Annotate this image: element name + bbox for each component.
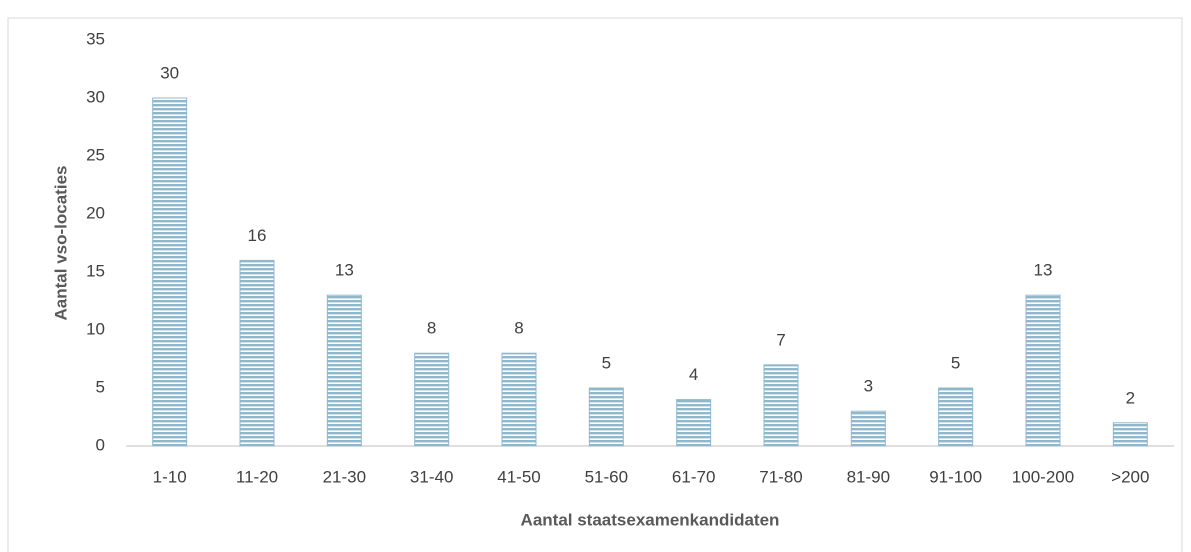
data-label: 30: [160, 63, 179, 82]
bar: [1025, 294, 1061, 447]
y-tick-label: 10: [86, 319, 105, 338]
data-label: 7: [776, 330, 785, 349]
y-tick-label: 25: [86, 145, 105, 164]
data-label: 2: [1126, 388, 1135, 407]
x-tick-label: 71-80: [759, 467, 802, 486]
x-tick-label: 100-200: [1012, 467, 1074, 486]
y-tick-label: 35: [86, 29, 105, 48]
chart-frame: [7, 17, 1183, 552]
bar: [1112, 422, 1148, 447]
data-label: 3: [864, 377, 873, 396]
x-tick-label: >200: [1111, 467, 1149, 486]
y-tick-label: 30: [86, 87, 105, 106]
bar: [938, 387, 974, 447]
y-tick-label: 15: [86, 261, 105, 280]
data-label: 13: [335, 261, 354, 280]
bar: [501, 352, 537, 447]
bar: [588, 387, 624, 447]
data-label: 5: [602, 353, 611, 372]
bar: [676, 399, 712, 447]
x-tick-label: 51-60: [585, 467, 628, 486]
bar: [326, 294, 362, 447]
y-tick-label: 5: [96, 377, 105, 396]
data-label: 8: [514, 319, 523, 338]
y-tick-label: 0: [96, 435, 105, 454]
data-label: 4: [689, 365, 698, 384]
x-tick-label: 81-90: [847, 467, 890, 486]
x-tick-label: 61-70: [672, 467, 715, 486]
x-axis-title: Aantal staatsexamenkandidaten: [521, 510, 780, 529]
bar: [239, 259, 275, 447]
bar: [763, 364, 799, 447]
data-label: 16: [248, 226, 267, 245]
bar: [850, 410, 886, 447]
data-label: 13: [1034, 261, 1053, 280]
y-axis-title: Aantal vso-locaties: [51, 166, 70, 321]
bar: [414, 352, 450, 447]
x-tick-label: 1-10: [153, 467, 187, 486]
y-tick-label: 20: [86, 203, 105, 222]
x-tick-label: 91-100: [929, 467, 982, 486]
data-label: 8: [427, 319, 436, 338]
x-tick-label: 31-40: [410, 467, 453, 486]
x-tick-label: 21-30: [323, 467, 366, 486]
x-tick-label: 41-50: [497, 467, 540, 486]
x-tick-label: 11-20: [236, 467, 278, 486]
bar: [152, 97, 188, 447]
data-label: 5: [951, 353, 960, 372]
